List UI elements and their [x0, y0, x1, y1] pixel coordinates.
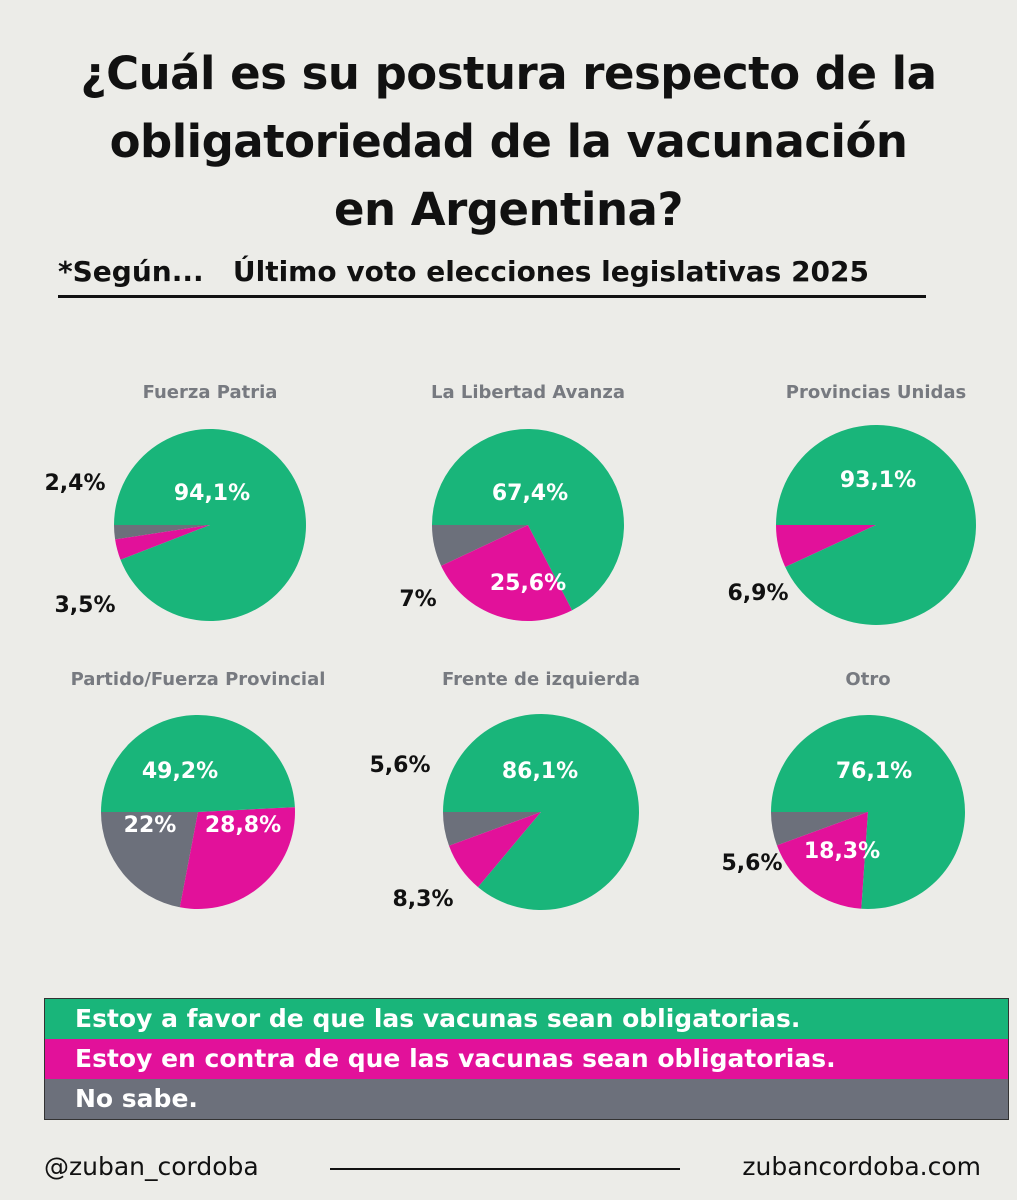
website-link[interactable]: zubancordoba.com	[742, 1152, 981, 1181]
legend-contra: Estoy en contra de que las vacunas sean …	[45, 1039, 1008, 1079]
data-label: 8,3%	[392, 887, 453, 912]
pie-slice-nosabe	[100, 812, 198, 908]
pie-charts: Fuerza Patria 94,1% 3,5% 2,4% La Libertad Av…	[44, 382, 977, 912]
footer-divider	[330, 1168, 680, 1170]
pie-slice-nosabe	[443, 812, 541, 846]
pie-title: La Libertad Avanza	[431, 382, 625, 403]
page-title: ¿Cuál es su postura respecto de la oblig…	[0, 40, 1017, 244]
pie-slice-favor	[101, 715, 295, 812]
pie-slice-contra	[449, 812, 541, 888]
pie-title: Provincias Unidas	[786, 382, 966, 403]
data-label: 5,6%	[721, 851, 782, 876]
data-label: 49,2%	[142, 759, 218, 784]
data-label: 2,4%	[44, 471, 105, 496]
data-label: 28,8%	[205, 813, 281, 838]
data-label: 6,9%	[727, 581, 788, 606]
data-label: 67,4%	[492, 481, 568, 506]
data-label: 25,6%	[490, 571, 566, 596]
title-line: ¿Cuál es su postura respecto de la	[80, 47, 937, 100]
subtitle: *Según... Último voto elecciones legisla…	[58, 255, 870, 288]
divider	[58, 295, 926, 298]
pie-slice-contra	[441, 525, 573, 622]
data-label: 22%	[124, 813, 177, 838]
data-label: 94,1%	[174, 481, 250, 506]
pie-slice-nosabe	[771, 812, 868, 846]
title-line: en Argentina?	[334, 183, 683, 236]
pie-slice-nosabe	[432, 525, 528, 566]
pie-slice-favor	[443, 714, 639, 910]
data-label: 5,6%	[369, 753, 430, 778]
data-label: 76,1%	[836, 759, 912, 784]
data-label: 3,5%	[54, 593, 115, 618]
pie-slice-contra	[776, 812, 868, 909]
pie-slice-nosabe	[114, 525, 210, 540]
legend-nosabe: No sabe.	[45, 1079, 1008, 1119]
pie-slice-favor	[771, 714, 966, 909]
pie-title: Frente de izquierda	[442, 669, 640, 690]
pie-slice-favor	[776, 424, 977, 625]
social-handle: @zuban_cordoba	[44, 1152, 259, 1181]
data-label: 7%	[399, 587, 436, 612]
pie-title: Otro	[845, 669, 890, 690]
pie-title: Fuerza Patria	[143, 382, 278, 403]
data-label: 93,1%	[840, 468, 916, 493]
data-label: 18,3%	[804, 839, 880, 864]
pie-slice-favor	[114, 429, 306, 621]
pie-slice-favor	[432, 429, 624, 611]
pie-slice-contra	[776, 525, 876, 568]
legend: Estoy a favor de que las vacunas sean ob…	[44, 998, 1009, 1120]
title-line: obligatoriedad de la vacunación	[109, 115, 908, 168]
data-label: 86,1%	[502, 759, 578, 784]
pie-title: Partido/Fuerza Provincial	[71, 669, 326, 690]
pie-slice-contra	[115, 525, 210, 560]
legend-favor: Estoy a favor de que las vacunas sean ob…	[45, 999, 1008, 1039]
pie-slice-contra	[179, 807, 295, 909]
